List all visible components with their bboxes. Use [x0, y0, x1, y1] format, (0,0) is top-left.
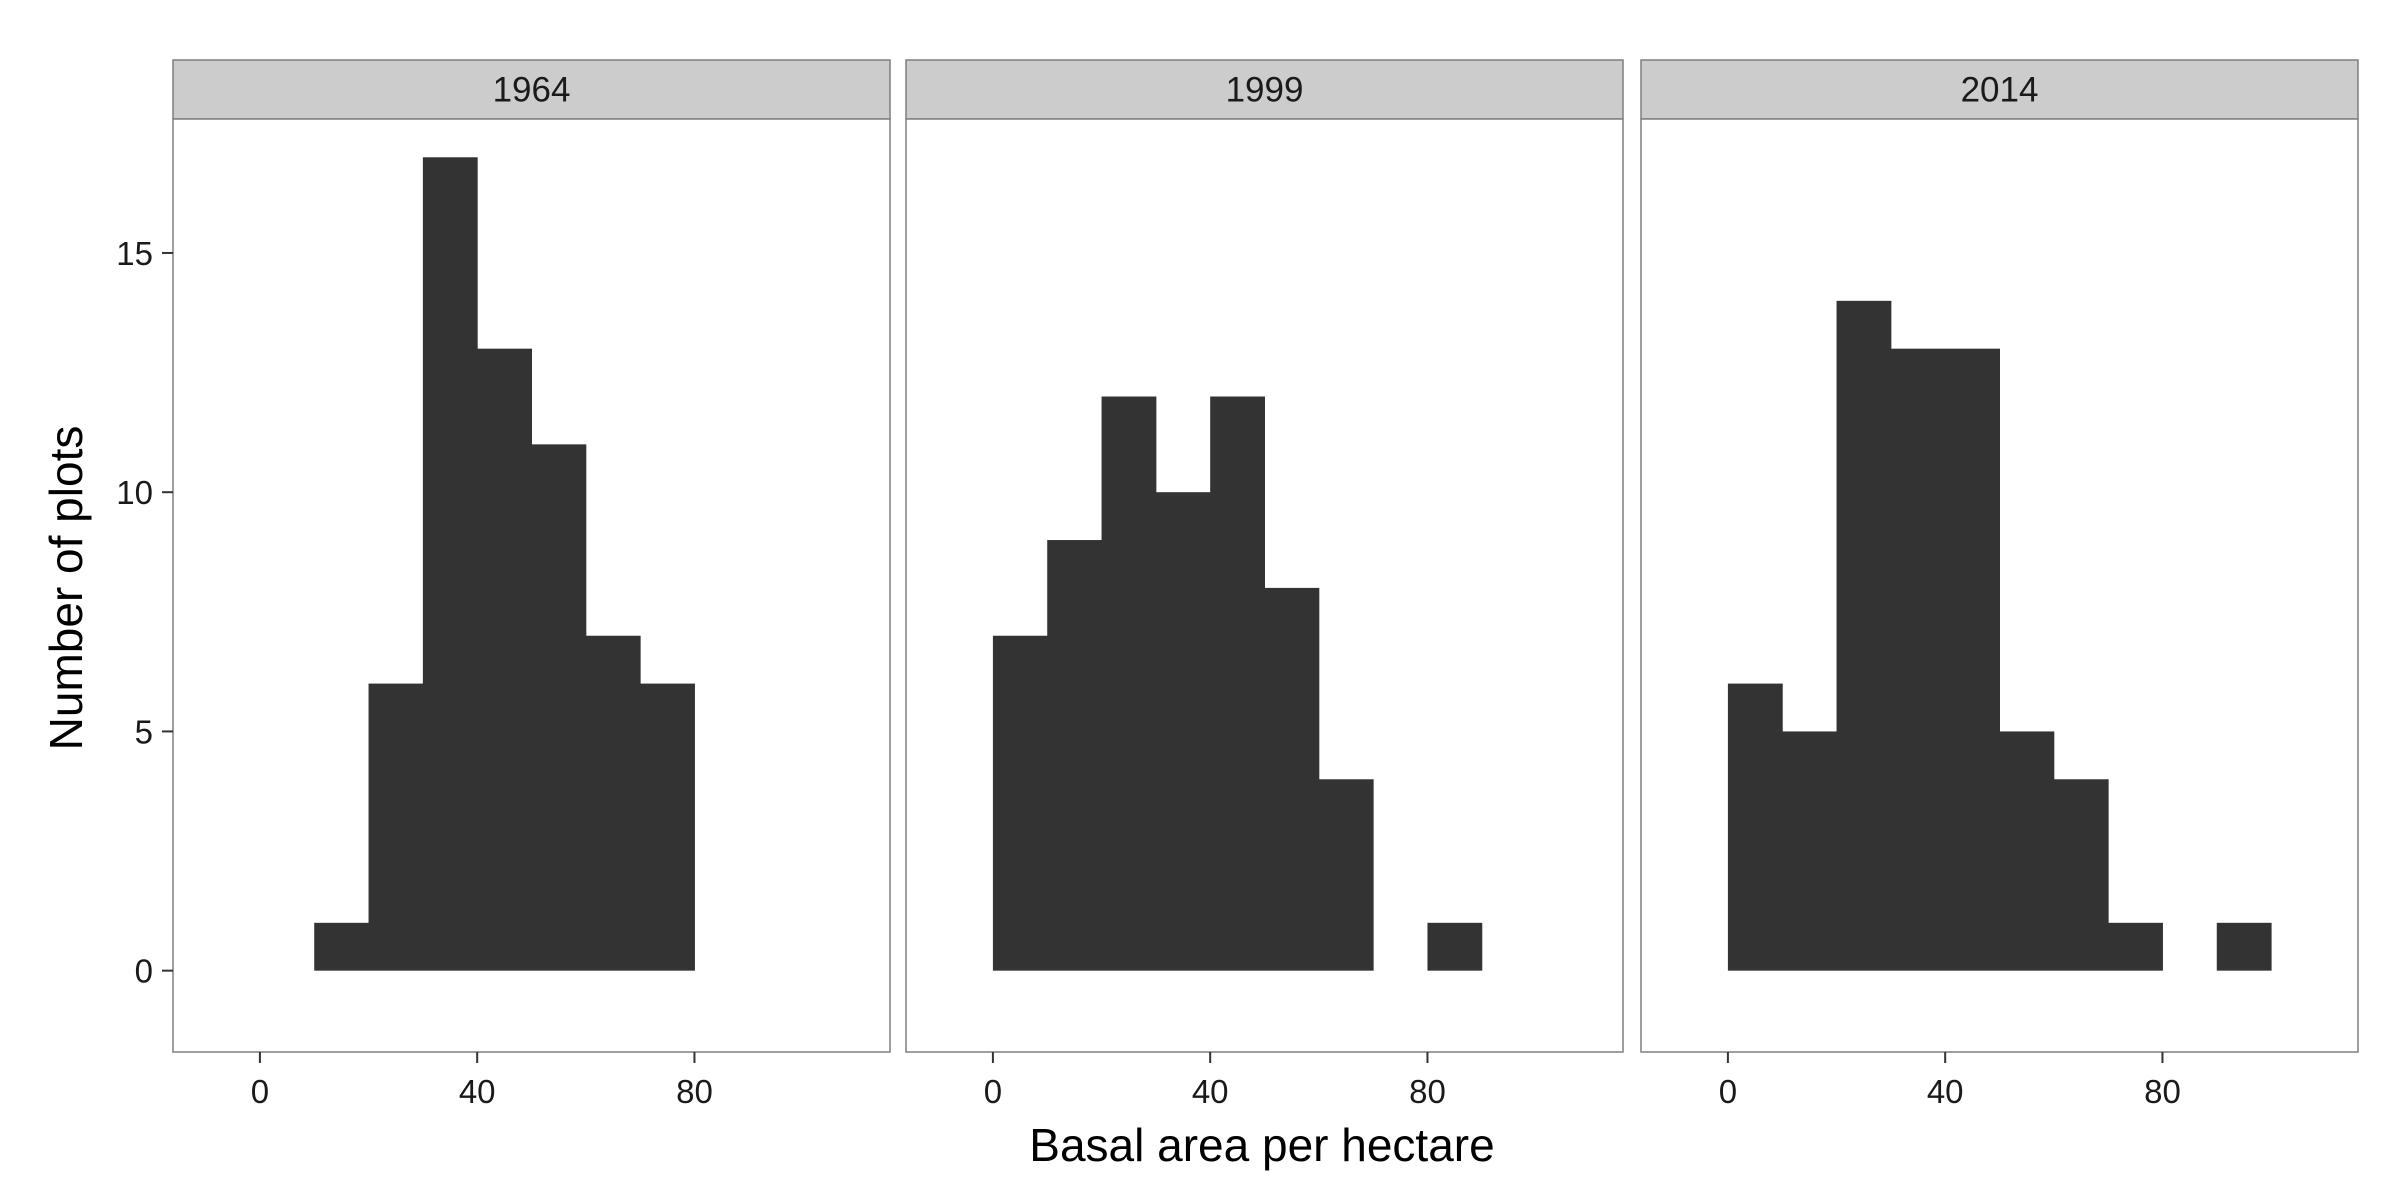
- histogram-bar: [1945, 348, 2000, 971]
- x-tick-label: 40: [1927, 1073, 1964, 1110]
- y-tick-label: 15: [116, 235, 153, 272]
- facet-label: 1999: [1226, 71, 1304, 110]
- facet-panels: 1964 0 40 80 1999 0 40 80 2014 0 40 80: [172, 59, 2359, 1110]
- histogram-bar: [1264, 587, 1320, 971]
- histogram-bar: [2216, 922, 2272, 971]
- x-tick-label: 80: [1409, 1073, 1446, 1110]
- histogram-bar: [1427, 922, 1483, 971]
- facet-strip: [905, 59, 1624, 120]
- facet-label: 2014: [1961, 71, 2039, 110]
- histogram-bar: [992, 635, 1048, 971]
- x-tick-label: 80: [676, 1073, 713, 1110]
- histogram-bar: [1101, 396, 1157, 971]
- histogram-bar: [585, 635, 641, 971]
- facet-panel-1964: 1964 0 40 80: [172, 59, 891, 1110]
- histogram-bar: [640, 683, 695, 971]
- x-tick-label: 0: [251, 1073, 269, 1110]
- histogram-bar: [531, 444, 587, 971]
- panel-border: [172, 118, 891, 1053]
- histogram-bar: [2108, 922, 2163, 971]
- histogram-bar: [1727, 683, 1783, 971]
- facet-panel-2014: 2014 0 40 80: [1640, 59, 2359, 1110]
- histogram-bar: [1210, 396, 1265, 971]
- facet-panel-1999: 1999 0 40 80: [905, 59, 1624, 1110]
- histogram-bar: [368, 683, 424, 971]
- histogram-bar: [1318, 779, 1374, 971]
- x-axis-title: Basal area per hectare: [1029, 1119, 1494, 1171]
- y-axis-title: Number of plots: [40, 426, 92, 751]
- y-axis: 0 5 10 15: [116, 235, 173, 990]
- histogram-bar: [1155, 492, 1211, 971]
- histogram-bar: [477, 348, 532, 971]
- y-tick-label: 10: [116, 474, 153, 511]
- x-tick-label: 0: [984, 1073, 1002, 1110]
- x-tick-label: 40: [1192, 1073, 1229, 1110]
- histogram-bar: [1999, 731, 2055, 971]
- histogram-bar: [1890, 348, 1946, 971]
- facet-strip: [1640, 59, 2359, 120]
- y-tick-label: 5: [135, 713, 153, 750]
- histogram-bar: [2053, 779, 2109, 971]
- panel-border: [1640, 118, 2359, 1053]
- x-tick-label: 80: [2144, 1073, 2181, 1110]
- x-tick-label: 0: [1719, 1073, 1737, 1110]
- histogram-bar: [1047, 540, 1103, 971]
- panel-border: [905, 118, 1624, 1053]
- y-tick-label: 0: [135, 953, 153, 990]
- facet-label: 1964: [493, 71, 571, 110]
- histogram-bar: [1782, 731, 1838, 971]
- histogram-bar: [314, 922, 370, 971]
- x-tick-label: 40: [459, 1073, 496, 1110]
- facet-strip: [172, 59, 891, 120]
- histogram-bar: [1836, 300, 1892, 971]
- histogram-bar: [422, 157, 478, 971]
